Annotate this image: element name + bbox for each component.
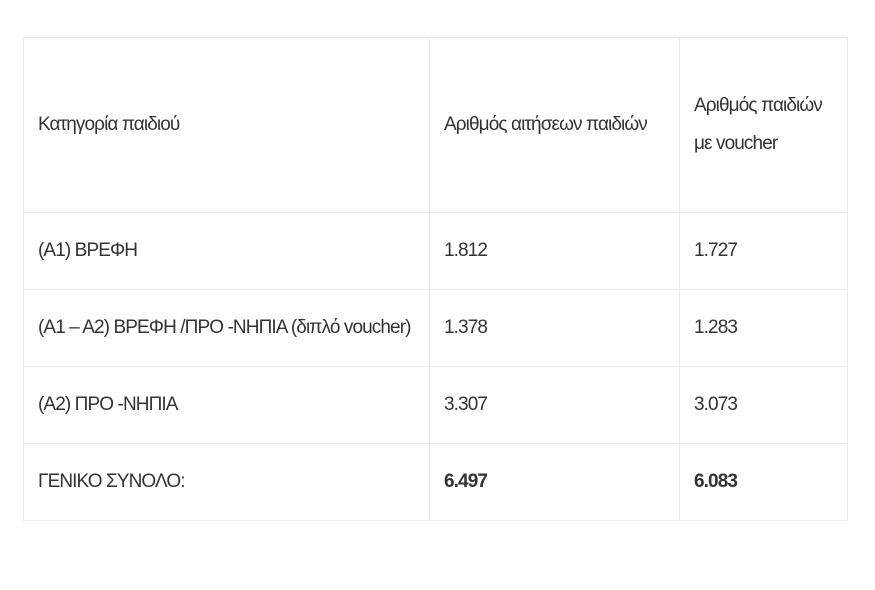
- header-vouchers-line2: με voucher: [694, 133, 778, 154]
- voucher-statistics-table: Κατηγορία παιδιού Αριθμός αιτήσεων παιδι…: [23, 37, 848, 521]
- cell-applications: 1.378: [429, 289, 680, 367]
- cell-applications: 1.812: [429, 212, 680, 290]
- cell-vouchers: 1.727: [679, 212, 848, 290]
- cell-applications: 3.307: [429, 366, 680, 444]
- table-row: (Α1 – Α2) ΒΡΕΦΗ /ΠΡΟ -ΝΗΠΙΑ (διπλό vouch…: [23, 289, 848, 367]
- header-vouchers-line1: Αριθμός παιδιών: [694, 95, 823, 116]
- cell-total-vouchers: 6.083: [679, 443, 848, 521]
- cell-total-label: ΓΕΝΙΚΟ ΣΥΝΟΛΟ:: [23, 443, 430, 521]
- header-applications: Αριθμός αιτήσεων παιδιών: [429, 37, 680, 213]
- table-row: (Α1) ΒΡΕΦΗ 1.812 1.727: [23, 212, 848, 290]
- cell-vouchers: 1.283: [679, 289, 848, 367]
- cell-total-applications: 6.497: [429, 443, 680, 521]
- cell-vouchers: 3.073: [679, 366, 848, 444]
- cell-category: (Α2) ΠΡΟ -ΝΗΠΙΑ: [23, 366, 430, 444]
- table-total-row: ΓΕΝΙΚΟ ΣΥΝΟΛΟ: 6.497 6.083: [23, 443, 848, 521]
- cell-category: (Α1 – Α2) ΒΡΕΦΗ /ΠΡΟ -ΝΗΠΙΑ (διπλό vouch…: [23, 289, 430, 367]
- header-vouchers: Αριθμός παιδιών με voucher: [679, 37, 848, 213]
- table-header-row: Κατηγορία παιδιού Αριθμός αιτήσεων παιδι…: [23, 37, 848, 213]
- table-row: (Α2) ΠΡΟ -ΝΗΠΙΑ 3.307 3.073: [23, 366, 848, 444]
- header-category: Κατηγορία παιδιού: [23, 37, 430, 213]
- cell-category: (Α1) ΒΡΕΦΗ: [23, 212, 430, 290]
